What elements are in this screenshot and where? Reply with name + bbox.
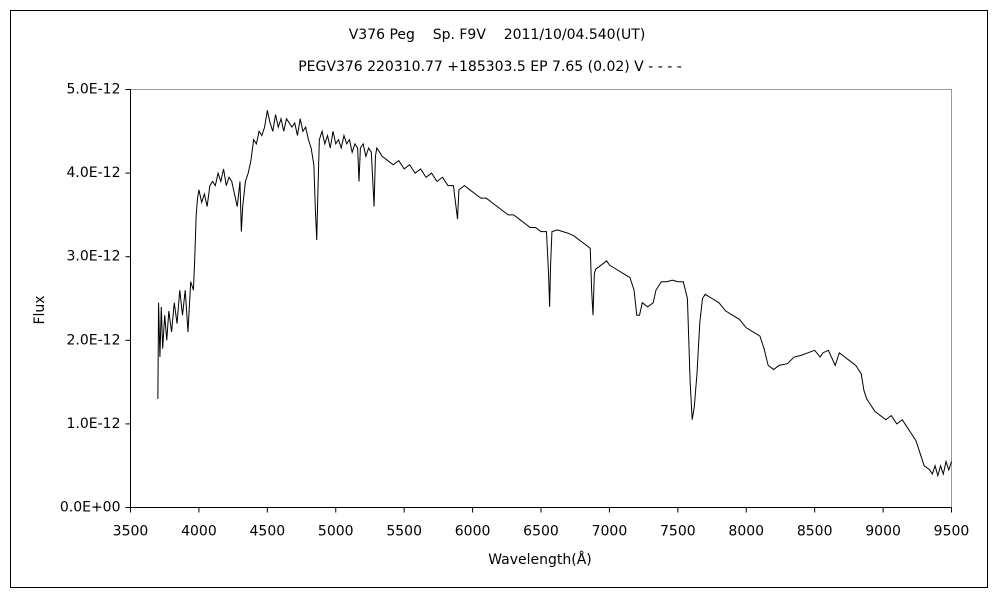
x-tick-label: 5500 (386, 524, 422, 540)
x-tick-label: 7500 (660, 524, 696, 540)
x-tick-label: 5000 (318, 524, 354, 540)
y-tick-label: 0.0E+00 (60, 500, 121, 516)
x-tick-label: 7000 (592, 524, 628, 540)
y-tick-label: 3.0E-12 (67, 249, 121, 265)
y-tick-label: 2.0E-12 (67, 332, 121, 348)
spectrum-line (157, 110, 952, 478)
chart-subtitle: PEGV376 220310.77 +185303.5 EP 7.65 (0.0… (298, 59, 682, 75)
y-tick-label: 1.0E-12 (67, 416, 121, 432)
x-axis-label: Wavelength(Å) (488, 551, 592, 568)
y-axis-label: Flux (32, 295, 48, 324)
x-tick-label: 9000 (865, 524, 901, 540)
x-tick-label: 4500 (250, 524, 286, 540)
chart-border (10, 10, 988, 588)
y-tick-label: 5.0E-12 (67, 82, 121, 98)
y-tick-label: 4.0E-12 (67, 165, 121, 181)
chart-title: V376 Peg Sp. F9V 2011/10/04.540(UT) (349, 27, 646, 43)
x-tick-label: 6500 (523, 524, 559, 540)
x-tick-label: 9500 (934, 524, 970, 540)
x-tick-label: 8000 (728, 524, 764, 540)
x-tick-label: 4000 (181, 524, 217, 540)
x-tick-label: 8500 (797, 524, 833, 540)
x-tick-label: 6000 (455, 524, 491, 540)
x-tick-label: 3500 (113, 524, 149, 540)
